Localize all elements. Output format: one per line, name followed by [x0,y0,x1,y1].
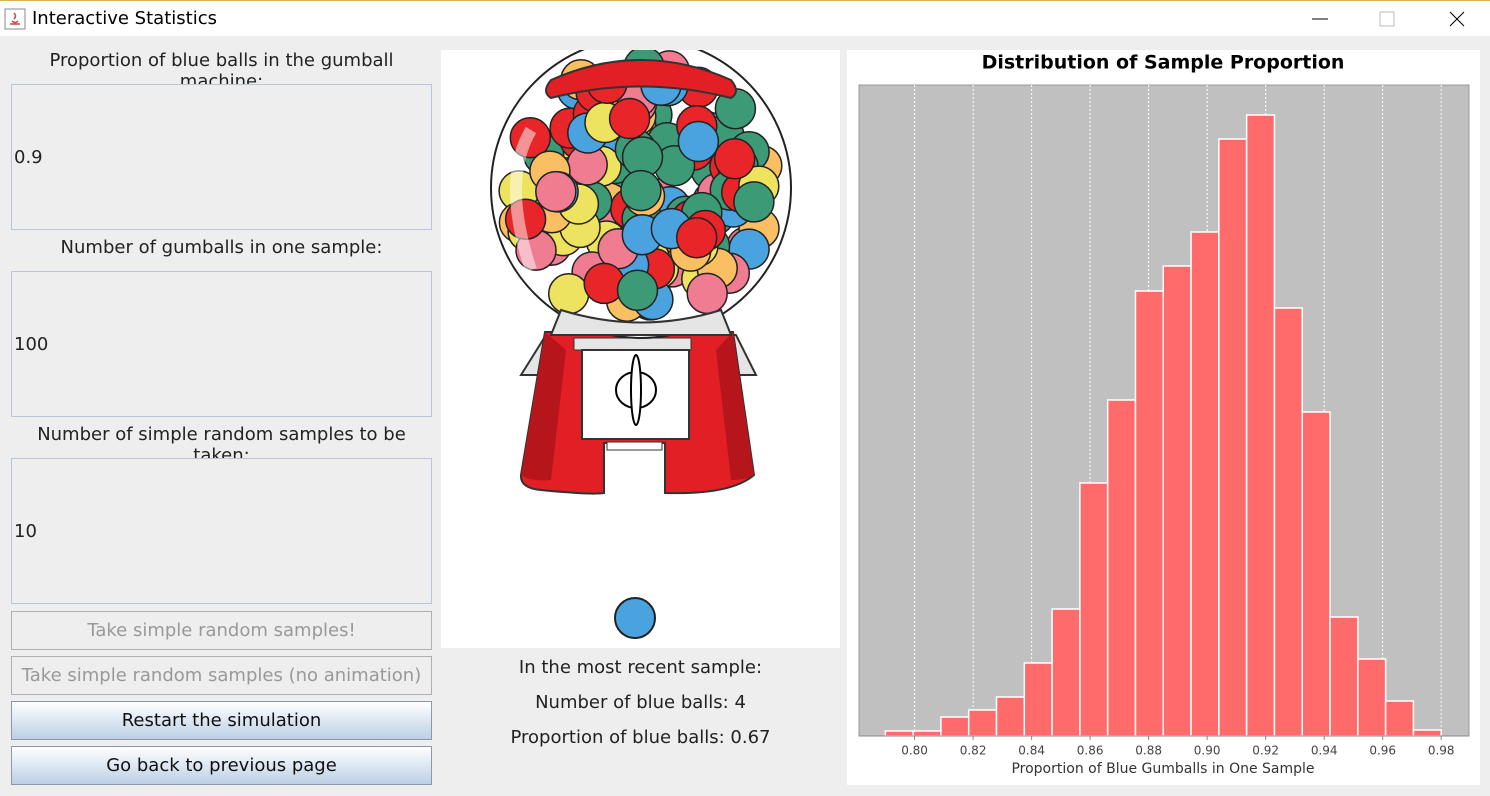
x-tick-label: 0.90 [1194,744,1221,758]
blue-count: Number of blue balls: 4 [535,692,746,713]
button[interactable]: Go back to previous page [11,746,432,785]
gumball [535,170,577,213]
bar [884,730,914,737]
input-field[interactable]: 0.9 [11,84,432,230]
x-tick-label: 0.82 [960,744,987,758]
gumball [620,169,662,212]
gumball [677,120,720,163]
bar [1357,658,1387,737]
bar [1273,307,1303,737]
input-field[interactable]: 100 [11,271,432,417]
window-controls[interactable] [1300,7,1480,31]
bar [967,709,998,737]
bar [1051,608,1081,737]
bar [1106,399,1137,737]
x-tick-label: 0.80 [901,744,928,758]
bar [1301,411,1331,737]
bar [912,730,942,737]
button: Take simple random samples! [11,611,432,650]
x-axis-label: Proportion of Blue Gumballs in One Sampl… [1011,761,1314,777]
recent-heading: In the most recent sample: [518,657,763,678]
chart-title: Distribution of Sample Proportion [982,52,1345,74]
bar [1412,729,1442,737]
bar [1134,290,1165,737]
x-tick-label: 0.88 [1135,744,1162,758]
bar [995,696,1026,737]
x-tick-label: 0.84 [1018,744,1045,758]
gumball-machine [490,37,792,639]
input-label: Number of gumballs in one sample: [60,237,383,258]
bar [1245,114,1276,737]
gumball [733,181,775,223]
app-icon [4,8,26,30]
title-bar: Interactive Statistics [0,0,1490,36]
bar [1384,700,1415,737]
x-tick-label: 0.96 [1369,744,1396,758]
x-tick-label: 0.92 [1252,744,1279,758]
bar [1079,482,1109,737]
button[interactable]: Restart the simulation [11,701,432,740]
x-tick-label: 0.94 [1311,744,1338,758]
gumball-panel [441,37,840,648]
gumball [616,269,659,312]
bar [1190,231,1220,737]
gumball [675,216,718,259]
bar [1023,662,1053,737]
gumball [608,97,651,140]
histogram-chart: Distribution of Sample Proportion Propor… [847,50,1480,785]
bar [1329,616,1359,737]
gumball [686,272,728,315]
x-tick-label: 0.86 [1077,744,1104,758]
blue-proportion: Proportion of blue balls: 0.67 [510,727,771,748]
bar [1162,265,1192,737]
bar [940,716,970,737]
input-field[interactable]: 10 [11,458,432,604]
bar [1218,138,1248,737]
gumball [547,273,590,315]
gumball [713,138,756,180]
button: Take simple random samples (no animation… [11,656,432,695]
window-title: Interactive Statistics [32,8,217,29]
x-tick-label: 0.98 [1428,744,1455,758]
